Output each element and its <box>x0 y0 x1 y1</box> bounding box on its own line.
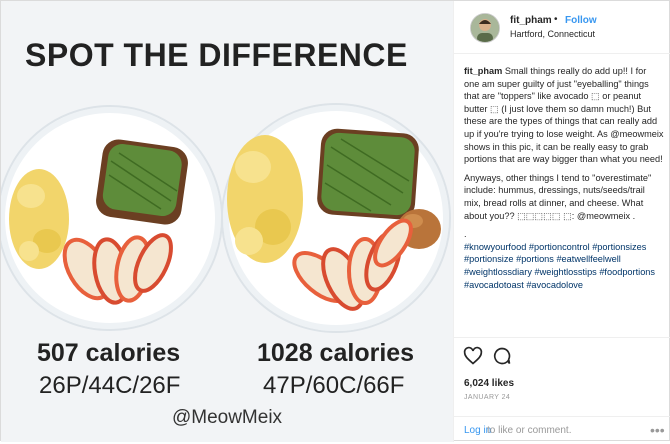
follow-button[interactable]: Follow <box>565 15 597 26</box>
heart-icon[interactable] <box>463 346 485 368</box>
comment-icon[interactable] <box>492 346 514 368</box>
post-image[interactable]: SPOT THE DIFFERENCE <box>1 1 453 442</box>
caption-hashtags[interactable]: #knowyourfood #portioncontrol #portionsi… <box>464 241 656 290</box>
left-calories: 507 calories <box>37 339 181 367</box>
post-actions: 6,024 likes JANUARY 24 Log in to like or… <box>454 337 670 443</box>
right-avocado-toast <box>317 128 419 220</box>
caption-username[interactable]: fit_pham <box>464 66 503 76</box>
post-sidebar: fit_pham • Follow Hartford, Connecticut … <box>453 1 670 442</box>
post-caption: fit_pham Small things really do add up!!… <box>464 65 664 297</box>
like-count[interactable]: 6,024 likes <box>464 378 515 389</box>
left-macros: 26P/44C/26F <box>39 372 181 399</box>
post-header: fit_pham • Follow Hartford, Connecticut <box>454 1 670 54</box>
image-watermark-handle: @MeowMeix <box>171 407 283 428</box>
image-headline: SPOT THE DIFFERENCE <box>25 37 408 73</box>
login-prompt-text: to like or comment. <box>487 425 572 436</box>
caption-dot-line: . <box>464 229 467 240</box>
caption-text-2: Anyways, other things I tend to "overest… <box>464 172 652 221</box>
left-apple-slices <box>62 233 173 305</box>
right-calories: 1028 calories <box>257 339 415 367</box>
caption-paragraph-1: fit_pham Small things really do add up!!… <box>464 65 664 166</box>
login-link[interactable]: Log in <box>464 425 492 436</box>
right-scrambled-eggs <box>227 135 303 263</box>
left-avocado-toast <box>96 139 188 225</box>
login-prompt: Log in to like or comment. ••• <box>454 416 670 444</box>
right-macros: 47P/60C/66F <box>263 372 405 399</box>
right-apple-slices <box>292 218 413 311</box>
post-date[interactable]: JANUARY 24 <box>464 394 511 401</box>
header-username[interactable]: fit_pham <box>510 15 552 26</box>
caption-text-1: Small things really do add up!! I for on… <box>464 66 664 165</box>
more-options-icon[interactable]: ••• <box>650 422 665 438</box>
avatar[interactable] <box>470 13 500 43</box>
avatar-image <box>471 14 499 42</box>
left-scrambled-eggs <box>9 169 69 269</box>
header-separator-dot: • <box>554 14 558 25</box>
left-plate-food <box>9 139 188 305</box>
right-plate-food <box>227 128 441 311</box>
location-link[interactable]: Hartford, Connecticut <box>510 29 596 39</box>
